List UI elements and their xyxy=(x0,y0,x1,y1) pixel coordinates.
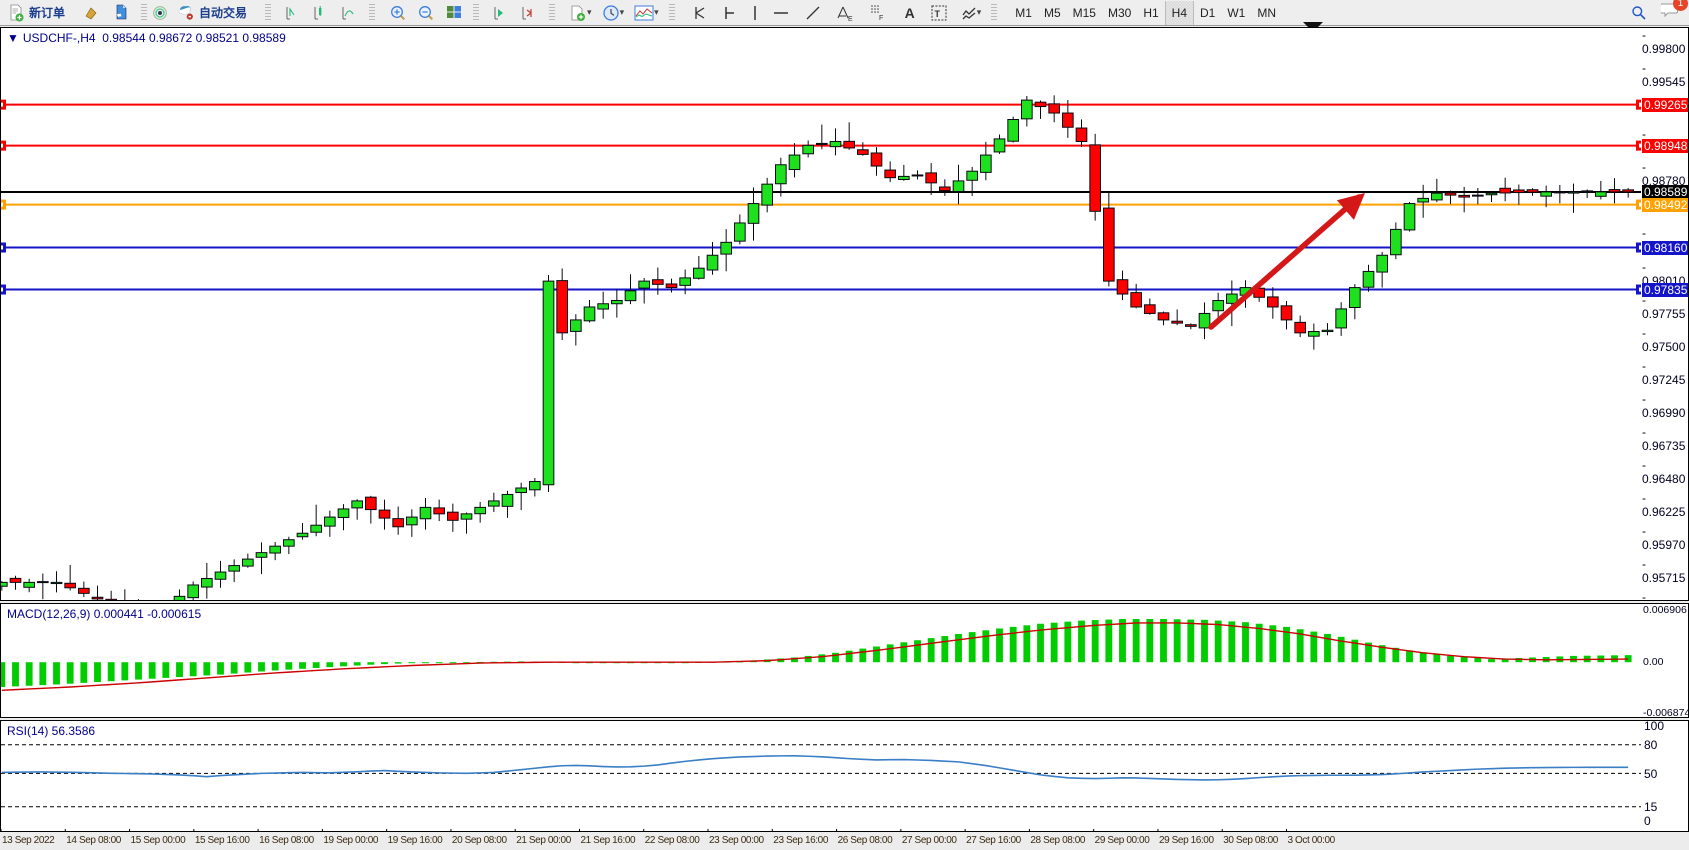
svg-text:T: T xyxy=(934,9,940,19)
svg-text:E: E xyxy=(848,16,853,21)
svg-text:F: F xyxy=(879,15,883,21)
